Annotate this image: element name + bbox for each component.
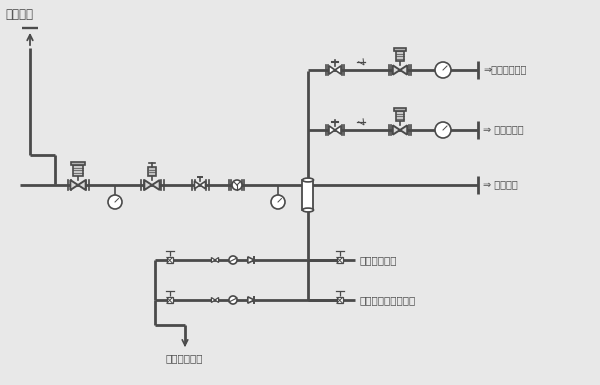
Circle shape	[435, 122, 451, 138]
Polygon shape	[200, 181, 205, 189]
Text: ⇒ 蒸气入口: ⇒ 蒸气入口	[483, 179, 518, 189]
Text: 热风补偿: 热风补偿	[5, 8, 33, 21]
Circle shape	[232, 180, 242, 190]
Polygon shape	[400, 65, 407, 75]
Circle shape	[229, 296, 237, 304]
Circle shape	[108, 195, 122, 209]
Polygon shape	[211, 258, 215, 263]
Bar	[394, 48, 406, 51]
Bar	[337, 297, 343, 303]
Bar	[395, 51, 404, 61]
Bar	[148, 167, 156, 176]
Polygon shape	[329, 126, 335, 134]
Text: 冷凝水排放口: 冷凝水排放口	[165, 353, 203, 363]
Polygon shape	[248, 297, 254, 303]
Circle shape	[435, 62, 451, 78]
Ellipse shape	[302, 208, 313, 212]
Bar	[167, 257, 173, 263]
Bar	[73, 165, 83, 176]
Polygon shape	[194, 181, 200, 189]
Polygon shape	[70, 180, 78, 190]
Text: 冷凝水排放口: 冷凝水排放口	[360, 255, 397, 265]
Polygon shape	[211, 298, 215, 303]
Polygon shape	[335, 66, 341, 74]
Circle shape	[229, 256, 237, 264]
Polygon shape	[335, 126, 341, 134]
Bar	[302, 180, 313, 210]
Polygon shape	[152, 180, 160, 190]
Bar	[395, 111, 404, 121]
Circle shape	[271, 195, 285, 209]
Polygon shape	[393, 65, 400, 75]
Polygon shape	[215, 298, 218, 303]
Bar	[71, 162, 85, 165]
Text: ⇒至热风散热器: ⇒至热风散热器	[483, 64, 526, 74]
Text: ⇒ 至汽水妗嘴: ⇒ 至汽水妗嘴	[483, 124, 524, 134]
Polygon shape	[329, 66, 335, 74]
Bar	[167, 297, 173, 303]
Polygon shape	[248, 257, 254, 263]
Polygon shape	[393, 126, 400, 135]
Polygon shape	[78, 180, 86, 190]
Polygon shape	[400, 126, 407, 135]
Text: 散热器冷凝水排放口: 散热器冷凝水排放口	[360, 295, 416, 305]
Polygon shape	[145, 180, 152, 190]
Ellipse shape	[302, 178, 313, 182]
Bar	[337, 257, 343, 263]
Bar	[394, 108, 406, 111]
Polygon shape	[215, 258, 218, 263]
